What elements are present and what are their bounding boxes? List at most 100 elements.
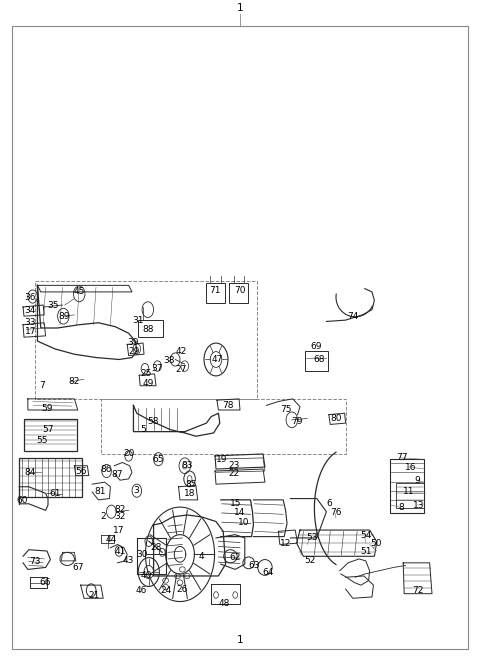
- Text: 89: 89: [58, 312, 70, 321]
- Text: 82: 82: [114, 504, 126, 514]
- Text: 65: 65: [153, 455, 164, 464]
- Bar: [24, 419, 77, 451]
- Text: 24: 24: [160, 586, 171, 595]
- Text: 73: 73: [29, 557, 41, 566]
- Text: 61: 61: [49, 489, 61, 498]
- Text: 56: 56: [75, 466, 86, 476]
- Text: 79: 79: [291, 417, 302, 426]
- Text: 30: 30: [136, 550, 147, 559]
- Text: 62: 62: [229, 553, 241, 562]
- Bar: [390, 459, 424, 513]
- Text: 25: 25: [141, 369, 152, 379]
- Text: 71: 71: [209, 286, 221, 295]
- Text: 5: 5: [140, 424, 146, 434]
- Text: 6: 6: [326, 499, 332, 508]
- Bar: [229, 283, 248, 303]
- Text: 20: 20: [123, 449, 134, 459]
- Text: 21: 21: [88, 591, 99, 600]
- Text: 80: 80: [330, 414, 342, 423]
- Text: 53: 53: [306, 533, 318, 543]
- Text: 23: 23: [228, 461, 240, 470]
- Text: 63: 63: [249, 561, 260, 570]
- Text: 69: 69: [310, 342, 322, 351]
- Text: 28: 28: [150, 543, 162, 552]
- Text: 68: 68: [313, 355, 325, 364]
- Text: 41: 41: [114, 546, 126, 556]
- Text: 29: 29: [129, 347, 140, 356]
- Text: 45: 45: [73, 287, 85, 297]
- Text: 4: 4: [199, 552, 204, 561]
- Text: 42: 42: [176, 347, 187, 356]
- Text: 67: 67: [72, 563, 84, 572]
- Text: 47: 47: [211, 355, 223, 364]
- Text: 43: 43: [123, 556, 134, 565]
- Bar: [305, 351, 328, 371]
- Text: 52: 52: [304, 556, 315, 565]
- Text: 3: 3: [133, 485, 139, 495]
- Text: 15: 15: [230, 499, 242, 508]
- Text: 36: 36: [24, 293, 36, 302]
- Text: 10: 10: [238, 518, 250, 527]
- Text: 57: 57: [42, 425, 54, 434]
- Text: 74: 74: [347, 312, 359, 321]
- Text: 72: 72: [412, 586, 423, 595]
- Text: 46: 46: [136, 586, 147, 595]
- Text: 11: 11: [403, 487, 415, 497]
- Text: 8: 8: [398, 502, 404, 512]
- Text: 39: 39: [128, 338, 139, 347]
- Text: 2: 2: [100, 512, 106, 522]
- Text: 70: 70: [234, 286, 246, 295]
- Text: 17: 17: [25, 327, 37, 336]
- Text: 38: 38: [163, 356, 175, 365]
- Text: 81: 81: [94, 487, 106, 497]
- Text: 59: 59: [41, 403, 52, 413]
- Text: 55: 55: [36, 436, 48, 445]
- Text: 35: 35: [47, 300, 59, 310]
- Bar: [101, 399, 346, 454]
- Bar: [19, 458, 82, 497]
- Text: 19: 19: [216, 455, 228, 464]
- Text: 34: 34: [24, 306, 36, 315]
- Text: 33: 33: [24, 318, 36, 327]
- Text: 66: 66: [40, 578, 51, 587]
- Text: 76: 76: [330, 508, 342, 518]
- Bar: [396, 483, 424, 508]
- Text: 60: 60: [17, 496, 28, 505]
- Bar: [35, 281, 257, 399]
- Text: 26: 26: [177, 584, 188, 594]
- Text: 50: 50: [370, 539, 382, 548]
- Text: 85: 85: [185, 480, 197, 489]
- Text: 49: 49: [142, 379, 154, 388]
- Text: 7: 7: [39, 381, 45, 390]
- Bar: [138, 320, 163, 337]
- Text: 9: 9: [415, 476, 420, 485]
- Text: 84: 84: [24, 468, 36, 477]
- Text: 16: 16: [405, 462, 416, 472]
- Text: 37: 37: [152, 364, 163, 373]
- Text: 48: 48: [219, 599, 230, 608]
- Text: 1: 1: [237, 3, 243, 13]
- Text: 13: 13: [413, 501, 424, 510]
- Text: 77: 77: [396, 453, 408, 462]
- Text: 88: 88: [142, 325, 154, 334]
- Text: 58: 58: [147, 417, 158, 426]
- Text: 1: 1: [237, 634, 243, 645]
- Text: 32: 32: [114, 512, 126, 522]
- Text: 78: 78: [222, 401, 234, 410]
- Text: 54: 54: [360, 531, 372, 540]
- Text: 31: 31: [132, 316, 144, 325]
- Text: 44: 44: [106, 535, 117, 544]
- Text: 14: 14: [234, 508, 246, 518]
- Text: 86: 86: [101, 464, 112, 474]
- Text: 87: 87: [111, 470, 122, 480]
- Text: 51: 51: [360, 546, 372, 556]
- Text: 27: 27: [176, 365, 187, 374]
- Text: 75: 75: [280, 405, 291, 415]
- Text: 82: 82: [69, 377, 80, 386]
- Text: 83: 83: [181, 461, 193, 470]
- Text: 12: 12: [280, 539, 291, 548]
- Text: 64: 64: [262, 568, 274, 577]
- Text: 18: 18: [184, 489, 195, 498]
- Bar: [206, 283, 225, 303]
- Text: 22: 22: [228, 469, 240, 478]
